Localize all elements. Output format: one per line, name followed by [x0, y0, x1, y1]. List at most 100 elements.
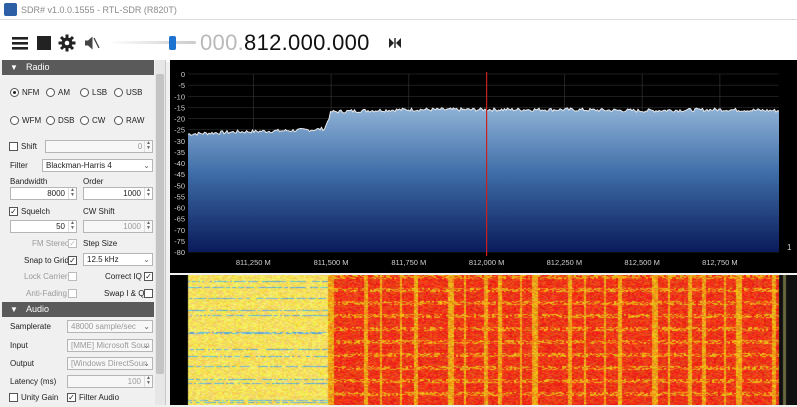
db-tick-label: -80 — [174, 248, 185, 257]
frequency-axis: 811,250 M 811,500 M 811,750 M 812,000 M 812,… — [236, 258, 738, 267]
frequency-tick-label: 812,250 M — [547, 258, 582, 267]
chevron-down-icon: ⌄ — [143, 322, 150, 331]
menu-icon[interactable] — [11, 34, 29, 52]
volume-slider-track — [108, 41, 196, 44]
spectrum-trace — [187, 107, 780, 137]
latency-input[interactable]: 100 ▲ ▼ — [67, 375, 153, 388]
shift-spinner[interactable]: ▲ ▼ — [144, 141, 152, 152]
anti-fading-checkbox[interactable] — [68, 289, 77, 298]
squelch-label: Squelch — [21, 207, 50, 216]
filter-select[interactable]: Blackman-Harris 4 ⌄ — [42, 159, 153, 172]
frequency-tick-label: 812,000 M — [469, 258, 504, 267]
db-tick-label: -35 — [174, 148, 185, 157]
db-tick-label: -40 — [174, 159, 185, 168]
snap-to-grid-label: Snap to Grid — [24, 256, 69, 265]
unity-gain-checkbox[interactable] — [9, 393, 18, 402]
mode-label-nfm: NFM — [22, 88, 40, 97]
db-tick-label: -10 — [174, 92, 185, 101]
correct-iq-checkbox[interactable]: ✓ — [144, 272, 153, 281]
db-tick-label: -20 — [174, 115, 185, 124]
mode-label-lsb: LSB — [92, 88, 108, 97]
collapse-icon: ▼ — [10, 305, 18, 314]
samplerate-select[interactable]: 48000 sample/sec ⌄ — [67, 320, 153, 333]
mode-radio-usb[interactable] — [114, 88, 123, 97]
db-tick-label: -45 — [174, 170, 185, 179]
waterfall-canvas[interactable] — [170, 275, 797, 405]
chevron-down-icon: ⌄ — [143, 255, 150, 264]
mode-label-usb: USB — [126, 88, 143, 97]
output-select[interactable]: [Windows DirectSoun ⌄ — [67, 357, 153, 370]
input-label: Input — [10, 341, 28, 350]
gear-icon[interactable] — [58, 34, 76, 52]
order-spinner[interactable]: ▲ ▼ — [144, 188, 152, 199]
order-input[interactable]: 1000 ▲ ▼ — [83, 187, 153, 200]
shift-checkbox[interactable] — [9, 142, 18, 151]
frequency-tick-label: 812,750 M — [702, 258, 737, 267]
frequency-digits: 812.000.000 — [244, 30, 370, 55]
mode-radio-dsb[interactable] — [46, 116, 55, 125]
input-select[interactable]: [MME] Microsoft Soun ⌄ — [67, 339, 153, 352]
cw-shift-spinner[interactable]: ▲ ▼ — [144, 221, 152, 232]
output-label: Output — [10, 359, 35, 368]
toolbar: 000.812.000.000 — [0, 20, 797, 62]
frequency-tick-label: 811,500 M — [314, 258, 349, 267]
db-tick-label: -55 — [174, 192, 185, 201]
step-size-label: Step Size — [83, 239, 118, 248]
mode-radio-cw[interactable] — [80, 116, 89, 125]
panel-scrollbar[interactable] — [155, 60, 165, 405]
latency-spinner[interactable]: ▲ ▼ — [144, 376, 152, 387]
mode-label-wfm: WFM — [22, 116, 42, 125]
side-marker: 1 — [787, 243, 792, 252]
frequency-tick-label: 811,750 M — [391, 258, 426, 267]
squelch-spinner[interactable]: ▲ ▼ — [68, 221, 76, 232]
frequency-tick-label: 812,500 M — [624, 258, 659, 267]
mute-icon[interactable] — [83, 34, 101, 52]
title-bar: SDR# v1.0.0.1555 - RTL-SDR (R820T) — [0, 0, 797, 20]
volume-slider-thumb[interactable] — [169, 36, 176, 50]
cw-shift-label: CW Shift — [83, 207, 115, 216]
volume-slider[interactable] — [108, 36, 198, 50]
stop-icon[interactable] — [35, 34, 53, 52]
swap-iq-checkbox[interactable] — [144, 289, 153, 298]
frequency-tick-label: 811,250 M — [236, 258, 271, 267]
audio-section-header[interactable]: ▼ Audio — [2, 302, 154, 317]
db-tick-label: -65 — [174, 215, 185, 224]
swap-iq-label: Swap I & Q — [104, 289, 145, 298]
filter-label: Filter — [10, 161, 28, 170]
db-tick-label: -25 — [174, 126, 185, 135]
panel-scrollbar-thumb[interactable] — [156, 74, 164, 374]
chevron-down-icon: ⌄ — [143, 341, 150, 350]
step-size-select[interactable]: 12.5 kHz ⌄ — [83, 253, 153, 266]
squelch-input[interactable]: 50 ▲ ▼ — [10, 220, 77, 233]
mode-radio-nfm[interactable] — [10, 88, 19, 97]
cw-shift-input[interactable]: 1000 ▲ ▼ — [83, 220, 153, 233]
frequency-display[interactable]: 000.812.000.000 — [200, 30, 370, 56]
mode-label-raw: RAW — [126, 116, 145, 125]
fm-stereo-label: FM Stereo — [32, 239, 70, 248]
waterfall-display[interactable] — [170, 275, 797, 405]
mode-radio-am[interactable] — [46, 88, 55, 97]
squelch-checkbox[interactable]: ✓ — [9, 207, 18, 216]
fm-stereo-checkbox[interactable]: ✓ — [68, 239, 77, 248]
shift-input[interactable]: 0 ▲ ▼ — [45, 140, 153, 153]
anti-fading-label: Anti-Fading — [26, 289, 67, 298]
db-tick-label: -30 — [174, 137, 185, 146]
radio-section-header[interactable]: ▼ Radio — [2, 60, 154, 75]
mode-radio-lsb[interactable] — [80, 88, 89, 97]
mode-radio-raw[interactable] — [114, 116, 123, 125]
bandwidth-spinner[interactable]: ▲ ▼ — [68, 188, 76, 199]
spectrum-plot[interactable]: 0 -5 -10 -15 -20 -25 -30 -35 -40 -45 -50 -55 -60 -65 -… — [170, 60, 797, 273]
lock-carrier-checkbox[interactable] — [68, 272, 77, 281]
mode-radio-wfm[interactable] — [10, 116, 19, 125]
spectrum-analyzer[interactable]: 0 -5 -10 -15 -20 -25 -30 -35 -40 -45 -50 -55 -60 -65 -… — [170, 60, 797, 273]
snap-to-grid-checkbox[interactable]: ✓ — [68, 256, 77, 265]
order-label: Order — [83, 177, 104, 186]
db-tick-label: -70 — [174, 226, 185, 235]
spectrum-fill — [188, 107, 779, 253]
db-tick-label: -15 — [174, 103, 185, 112]
filter-audio-checkbox[interactable]: ✓ — [67, 393, 76, 402]
mode-label-cw: CW — [92, 116, 106, 125]
tuning-step-icon[interactable] — [388, 37, 402, 49]
bandwidth-input[interactable]: 8000 ▲ ▼ — [10, 187, 77, 200]
db-tick-label: -5 — [178, 81, 185, 90]
